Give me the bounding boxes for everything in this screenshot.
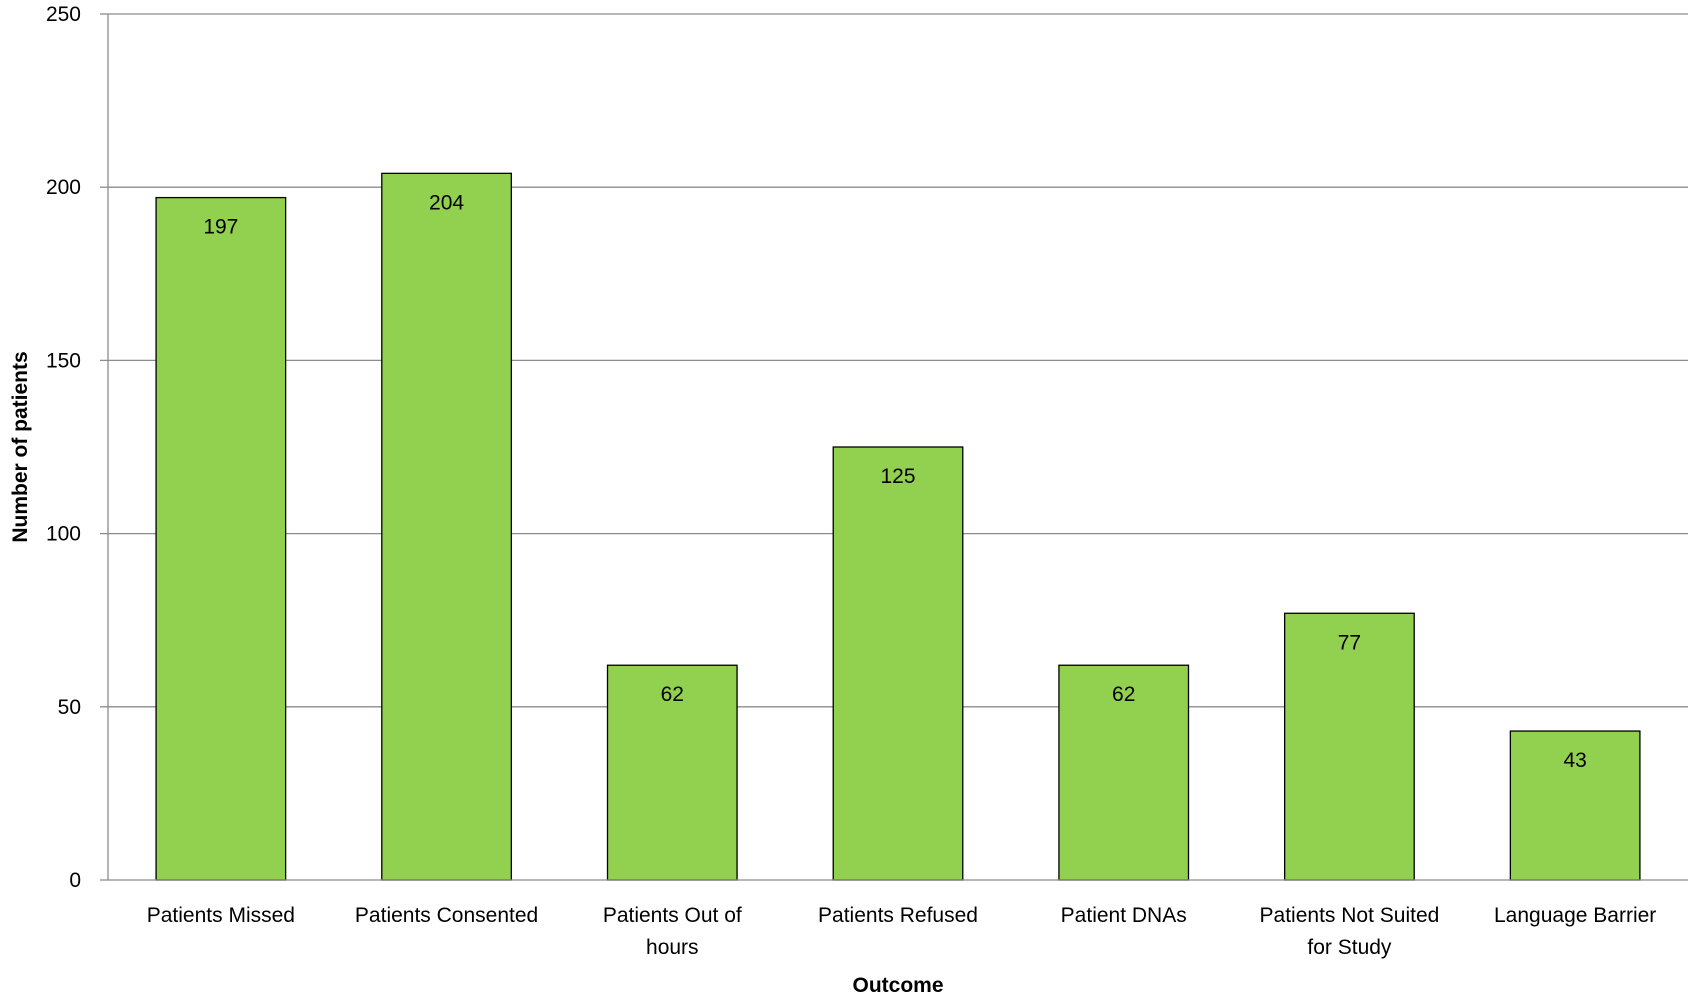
gridlines (108, 13, 1688, 708)
y-tick-label: 200 (46, 176, 81, 199)
x-tick-label: Patients Refused (818, 904, 978, 927)
data-label: 77 (1338, 631, 1361, 654)
x-tick-labels: Patients Missed Patients Consented Patient… (147, 904, 1657, 959)
x-tick-label: Patients Missed (147, 904, 295, 927)
y-tick-label: 150 (46, 349, 81, 372)
bar (381, 172, 513, 881)
y-tick-label: 250 (46, 3, 81, 26)
bar (1509, 730, 1641, 881)
x-tick-label-line: Patients Missed (147, 904, 295, 927)
x-tick-label-line: Patients Refused (818, 904, 978, 927)
x-tick-label: Language Barrier (1494, 904, 1656, 927)
bar (606, 664, 738, 881)
x-tick-label-line: hours (646, 936, 699, 959)
data-label: 62 (1112, 683, 1135, 706)
data-labels: 197 204 62 125 62 77 43 (203, 191, 1586, 772)
data-label: 125 (880, 465, 915, 488)
x-axis-title: Outcome (852, 974, 943, 997)
x-tick-label: Patients Consented (355, 904, 538, 927)
x-tick-label-line: Patients Out of (603, 904, 742, 927)
y-tick-labels: 0 50 100 150 200 250 (46, 3, 81, 892)
axes (100, 13, 1688, 881)
data-label: 43 (1563, 749, 1586, 772)
bars (155, 172, 1641, 881)
y-tick-label: 50 (58, 696, 81, 719)
bar (832, 446, 964, 881)
y-tick-label: 100 (46, 523, 81, 546)
y-tick-label: 0 (69, 869, 81, 892)
data-label: 197 (203, 216, 238, 239)
x-tick-label: Patients Out of hours (603, 904, 742, 959)
x-tick-label-line: Language Barrier (1494, 904, 1656, 927)
x-tick-label: Patient DNAs (1061, 904, 1187, 927)
bar (155, 196, 287, 881)
data-label: 204 (429, 191, 464, 214)
x-tick-label-line: for Study (1307, 936, 1392, 959)
data-label: 62 (661, 683, 684, 706)
x-tick-label-line: Patients Consented (355, 904, 538, 927)
y-axis-title: Number of patients (9, 351, 32, 542)
x-tick-label-line: Patients Not Suited (1260, 904, 1440, 927)
x-tick-label-line: Patient DNAs (1061, 904, 1187, 927)
bar (1283, 612, 1415, 881)
x-tick-label: Patients Not Suited for Study (1260, 904, 1440, 959)
